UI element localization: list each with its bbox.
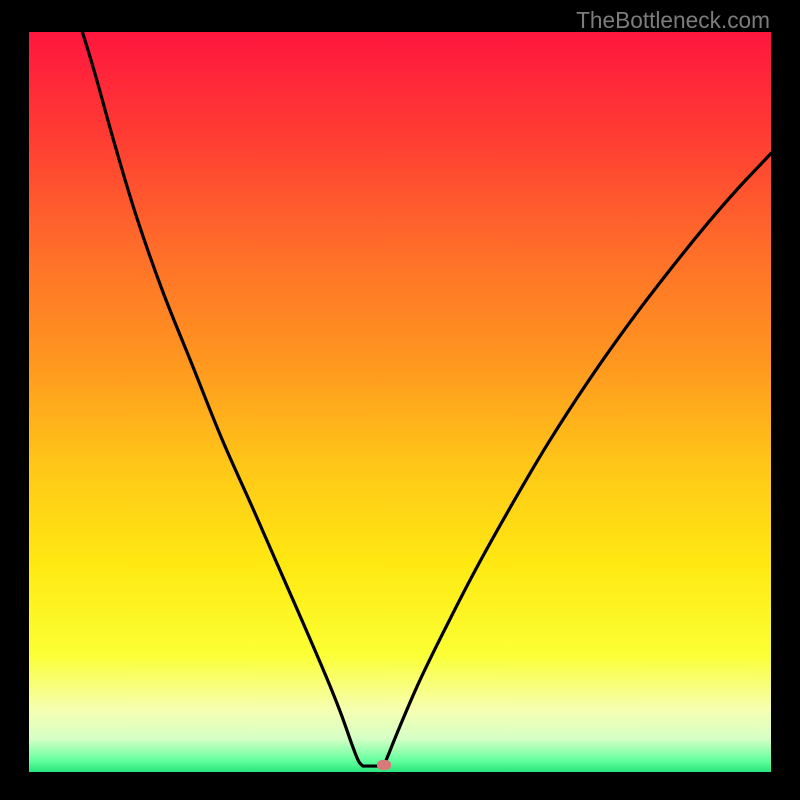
watermark-text: TheBottleneck.com xyxy=(576,7,770,34)
plot-wrapper xyxy=(0,0,800,800)
bottleneck-curve xyxy=(82,32,771,766)
plot-area xyxy=(29,32,771,772)
curve-svg xyxy=(29,32,771,772)
minimum-marker xyxy=(377,760,391,770)
